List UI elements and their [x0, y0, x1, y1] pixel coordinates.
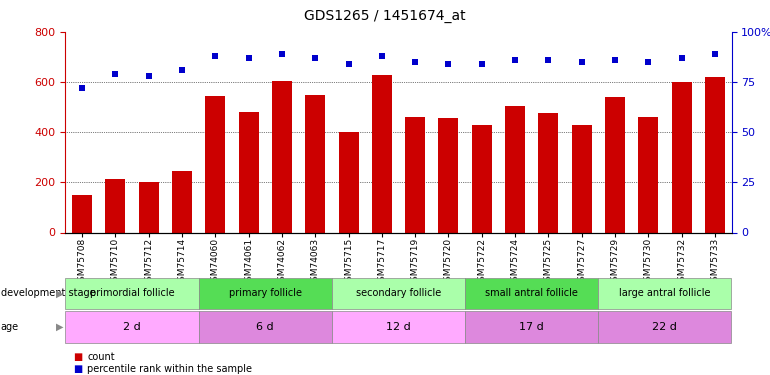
- Bar: [505, 106, 525, 232]
- Bar: [239, 112, 259, 232]
- Bar: [172, 171, 192, 232]
- Text: 2 d: 2 d: [123, 322, 141, 332]
- Point: [243, 55, 255, 61]
- Bar: [339, 132, 359, 232]
- Point: [575, 59, 588, 65]
- Bar: [405, 117, 425, 232]
- Bar: [705, 77, 725, 232]
- Point: [409, 59, 421, 65]
- Text: age: age: [1, 322, 19, 332]
- Point: [176, 67, 188, 73]
- Bar: [638, 117, 658, 232]
- Point: [343, 61, 355, 67]
- Text: 17 d: 17 d: [519, 322, 544, 332]
- Point: [708, 51, 721, 57]
- Point: [509, 57, 521, 63]
- Text: development stage: development stage: [1, 288, 95, 298]
- Bar: [272, 81, 292, 232]
- Text: count: count: [87, 352, 115, 362]
- Bar: [472, 124, 492, 232]
- Point: [476, 61, 488, 67]
- Point: [209, 53, 222, 59]
- Text: primordial follicle: primordial follicle: [90, 288, 174, 298]
- Text: 12 d: 12 d: [386, 322, 411, 332]
- Point: [76, 85, 89, 91]
- Bar: [372, 75, 392, 232]
- Point: [376, 53, 388, 59]
- Bar: [438, 118, 458, 232]
- Point: [142, 73, 155, 79]
- Point: [642, 59, 654, 65]
- Point: [309, 55, 321, 61]
- Text: ■: ■: [73, 364, 82, 374]
- Point: [675, 55, 688, 61]
- Point: [609, 57, 621, 63]
- Bar: [305, 94, 325, 232]
- Bar: [206, 96, 226, 232]
- Text: 22 d: 22 d: [652, 322, 678, 332]
- Point: [109, 71, 122, 77]
- Point: [542, 57, 554, 63]
- Point: [442, 61, 454, 67]
- Bar: [139, 182, 159, 232]
- Bar: [538, 113, 558, 232]
- Text: ■: ■: [73, 352, 82, 362]
- Bar: [72, 195, 92, 232]
- Bar: [105, 178, 126, 232]
- Text: small antral follicle: small antral follicle: [485, 288, 578, 298]
- Text: primary follicle: primary follicle: [229, 288, 302, 298]
- Bar: [605, 97, 625, 232]
- Text: GDS1265 / 1451674_at: GDS1265 / 1451674_at: [304, 9, 466, 23]
- Bar: [671, 82, 691, 232]
- Point: [276, 51, 288, 57]
- Text: secondary follicle: secondary follicle: [356, 288, 441, 298]
- Text: large antral follicle: large antral follicle: [619, 288, 711, 298]
- Bar: [571, 124, 591, 232]
- Text: ▶: ▶: [55, 288, 63, 298]
- Text: 6 d: 6 d: [256, 322, 274, 332]
- Text: ▶: ▶: [55, 322, 63, 332]
- Text: percentile rank within the sample: percentile rank within the sample: [87, 364, 252, 374]
